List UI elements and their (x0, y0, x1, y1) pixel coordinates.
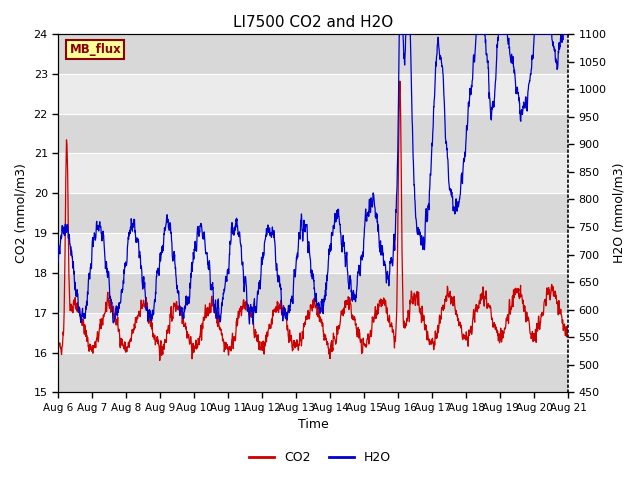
X-axis label: Time: Time (298, 419, 328, 432)
Y-axis label: CO2 (mmol/m3): CO2 (mmol/m3) (15, 163, 28, 263)
Text: MB_flux: MB_flux (69, 43, 121, 56)
Bar (58, 313, 568, 353)
Legend: CO2, H2O: CO2, H2O (244, 446, 396, 469)
Bar (58, 353, 568, 393)
Bar (58, 154, 568, 193)
Bar (58, 114, 568, 154)
Bar (58, 233, 568, 273)
Bar (58, 193, 568, 233)
Title: LI7500 CO2 and H2O: LI7500 CO2 and H2O (233, 15, 393, 30)
Bar (58, 34, 568, 74)
Bar (58, 74, 568, 114)
Y-axis label: H2O (mmol/m3): H2O (mmol/m3) (612, 163, 625, 264)
Bar (58, 273, 568, 313)
